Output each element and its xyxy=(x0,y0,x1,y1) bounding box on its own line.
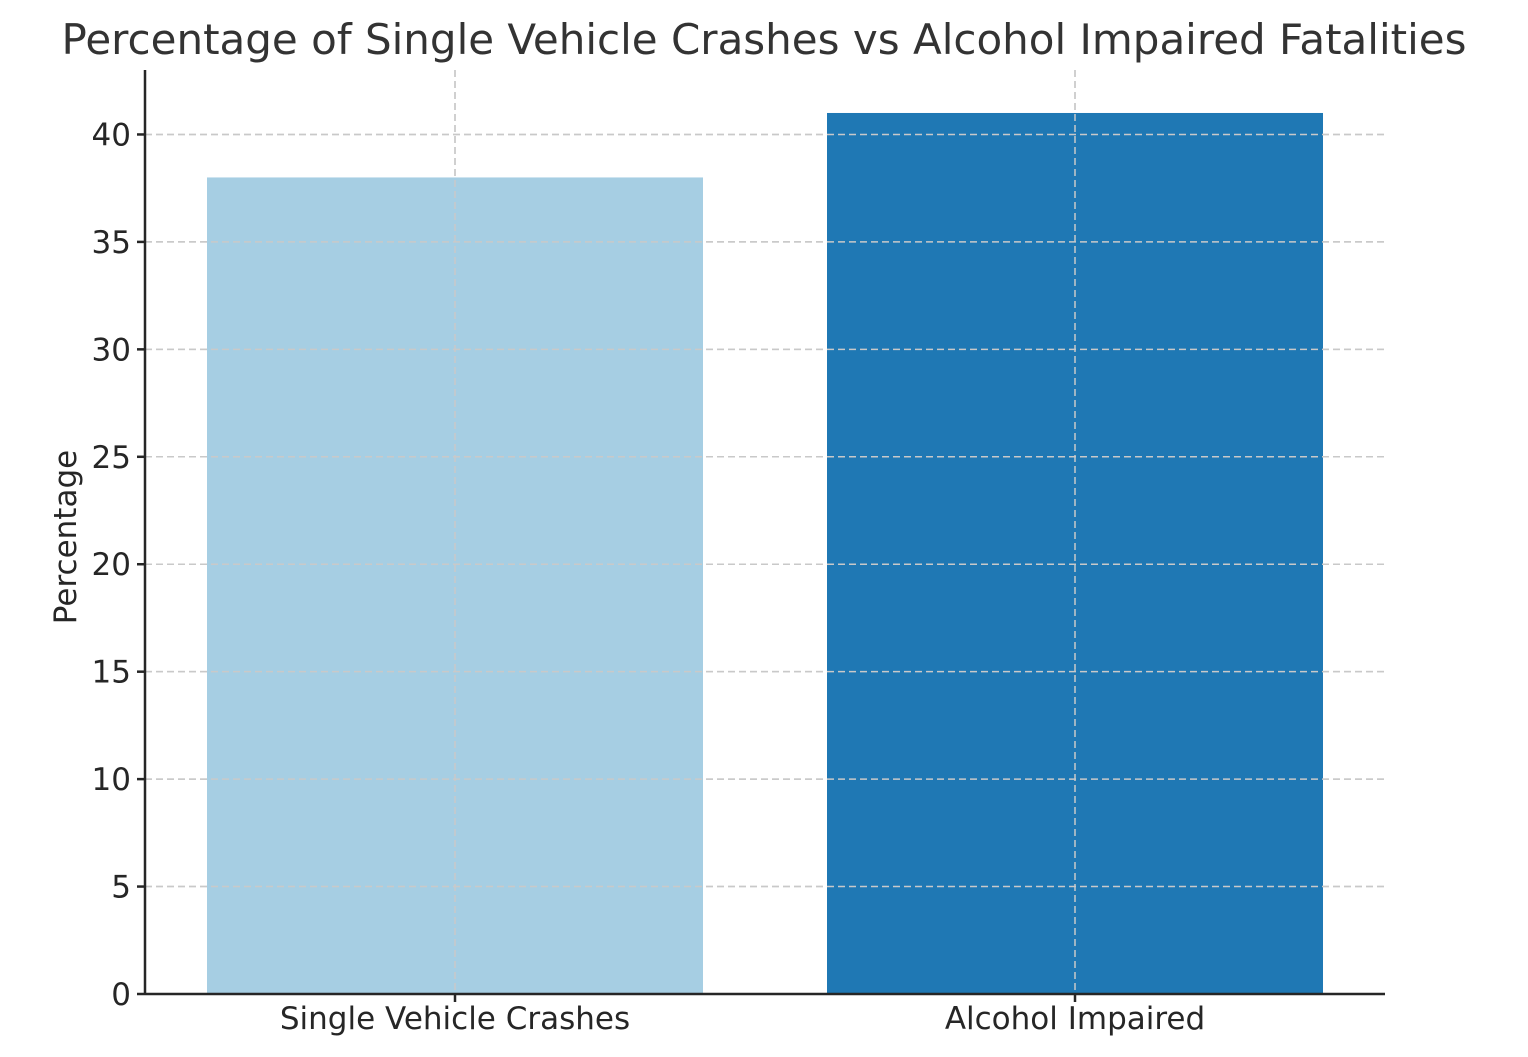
x-tick-label: Alcohol Impaired xyxy=(945,1001,1205,1037)
y-tick-label: 10 xyxy=(92,762,131,798)
y-tick-label: 0 xyxy=(111,977,131,1013)
y-tick-label: 35 xyxy=(92,225,131,261)
y-tick-label: 20 xyxy=(92,547,131,583)
axes-layer: 0 5 10 15 20 25 30 35 40 Single Vehicle Crashes Al… xyxy=(92,70,1385,1037)
y-axis-label: Percentage xyxy=(48,450,84,624)
bars-layer xyxy=(145,70,1385,994)
chart-title: Percentage of Single Vehicle Crashes vs … xyxy=(62,15,1467,64)
y-tick-label: 30 xyxy=(92,332,131,368)
bar xyxy=(207,177,703,994)
y-tick-label: 15 xyxy=(92,655,131,691)
y-tick-label: 25 xyxy=(92,440,131,476)
y-tick-label: 5 xyxy=(111,870,131,906)
bar xyxy=(827,112,1323,994)
x-tick-label: Single Vehicle Crashes xyxy=(280,1001,630,1037)
y-tick-label: 40 xyxy=(92,117,131,153)
